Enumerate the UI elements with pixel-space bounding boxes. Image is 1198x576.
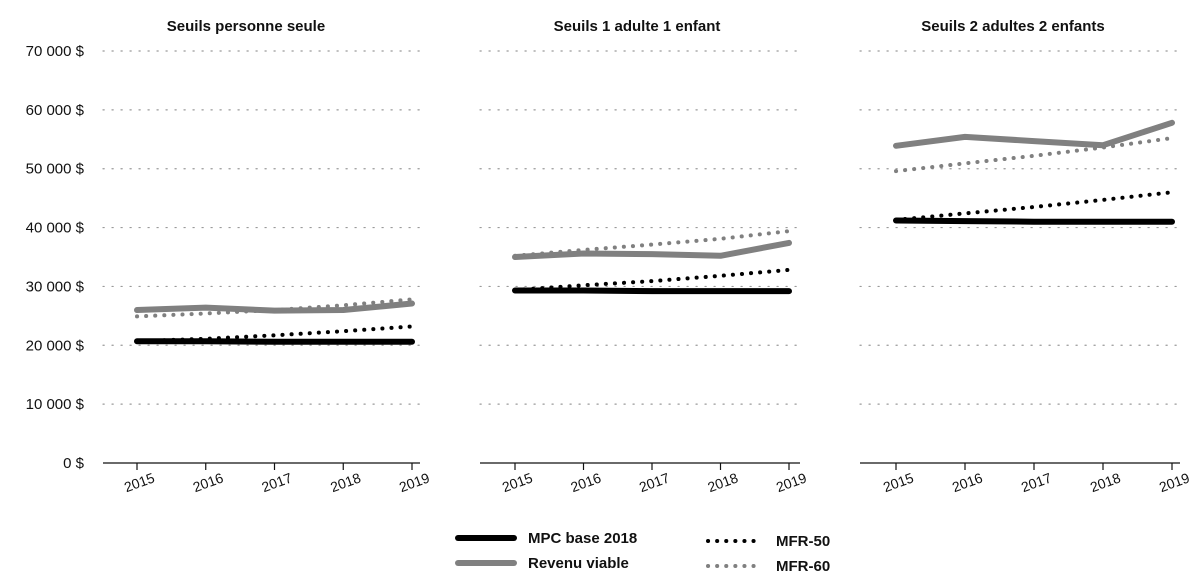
y-tick-label: 10 000 $ bbox=[26, 396, 85, 413]
x-tick-label: 2017 bbox=[637, 469, 672, 495]
series-line-mpc-base-2018 bbox=[137, 341, 412, 342]
x-tick-label: 2018 bbox=[328, 469, 363, 495]
y-tick-label: 30 000 $ bbox=[26, 278, 85, 295]
y-tick-label: 20 000 $ bbox=[26, 337, 85, 354]
x-tick-label: 2019 bbox=[1157, 469, 1192, 495]
y-tick-label: 0 $ bbox=[63, 455, 85, 472]
series-line-mfr-50 bbox=[896, 192, 1172, 220]
series-line-mpc-base-2018 bbox=[896, 221, 1172, 222]
panel-1: Seuils personne seule 2015 2016 2017 2018 201… bbox=[103, 18, 432, 495]
x-tick-label: 2018 bbox=[705, 469, 740, 495]
legend-label-mfr-60: MFR-60 bbox=[776, 558, 830, 575]
panel-title: Seuils 2 adultes 2 enfants bbox=[921, 18, 1104, 35]
x-tick-label: 2017 bbox=[259, 469, 294, 495]
x-tick-label: 2019 bbox=[397, 469, 432, 495]
x-tick-label: 2016 bbox=[568, 469, 603, 495]
panel-3: Seuils 2 adultes 2 enfants 2015 2016 2017 20… bbox=[860, 18, 1192, 495]
x-tick-label: 2015 bbox=[122, 469, 157, 495]
legend: MPC base 2018 Revenu viable MFR-50 MFR-60 bbox=[458, 530, 830, 575]
panel-title: Seuils 1 adulte 1 enfant bbox=[554, 18, 721, 35]
y-tick-label: 40 000 $ bbox=[26, 220, 85, 237]
x-tick-label: 2015 bbox=[500, 469, 535, 495]
x-tick-label: 2017 bbox=[1019, 469, 1054, 495]
y-tick-label: 70 000 $ bbox=[26, 43, 85, 60]
legend-label-revenu-viable: Revenu viable bbox=[528, 555, 629, 572]
y-tick-label: 60 000 $ bbox=[26, 102, 85, 119]
series-line-mpc-base-2018 bbox=[515, 291, 789, 292]
legend-label-mfr-50: MFR-50 bbox=[776, 533, 830, 550]
panel-title: Seuils personne seule bbox=[167, 18, 325, 35]
legend-label-mpc-base-2018: MPC base 2018 bbox=[528, 530, 637, 547]
x-tick-label: 2016 bbox=[191, 469, 226, 495]
x-tick-label: 2019 bbox=[774, 469, 809, 495]
y-tick-label: 50 000 $ bbox=[26, 161, 85, 178]
x-tick-label: 2016 bbox=[950, 469, 985, 495]
x-tick-label: 2015 bbox=[881, 469, 916, 495]
panel-2: Seuils 1 adulte 1 enfant 2015 2016 2017 2018… bbox=[480, 18, 809, 495]
x-tick-label: 2018 bbox=[1088, 469, 1123, 495]
